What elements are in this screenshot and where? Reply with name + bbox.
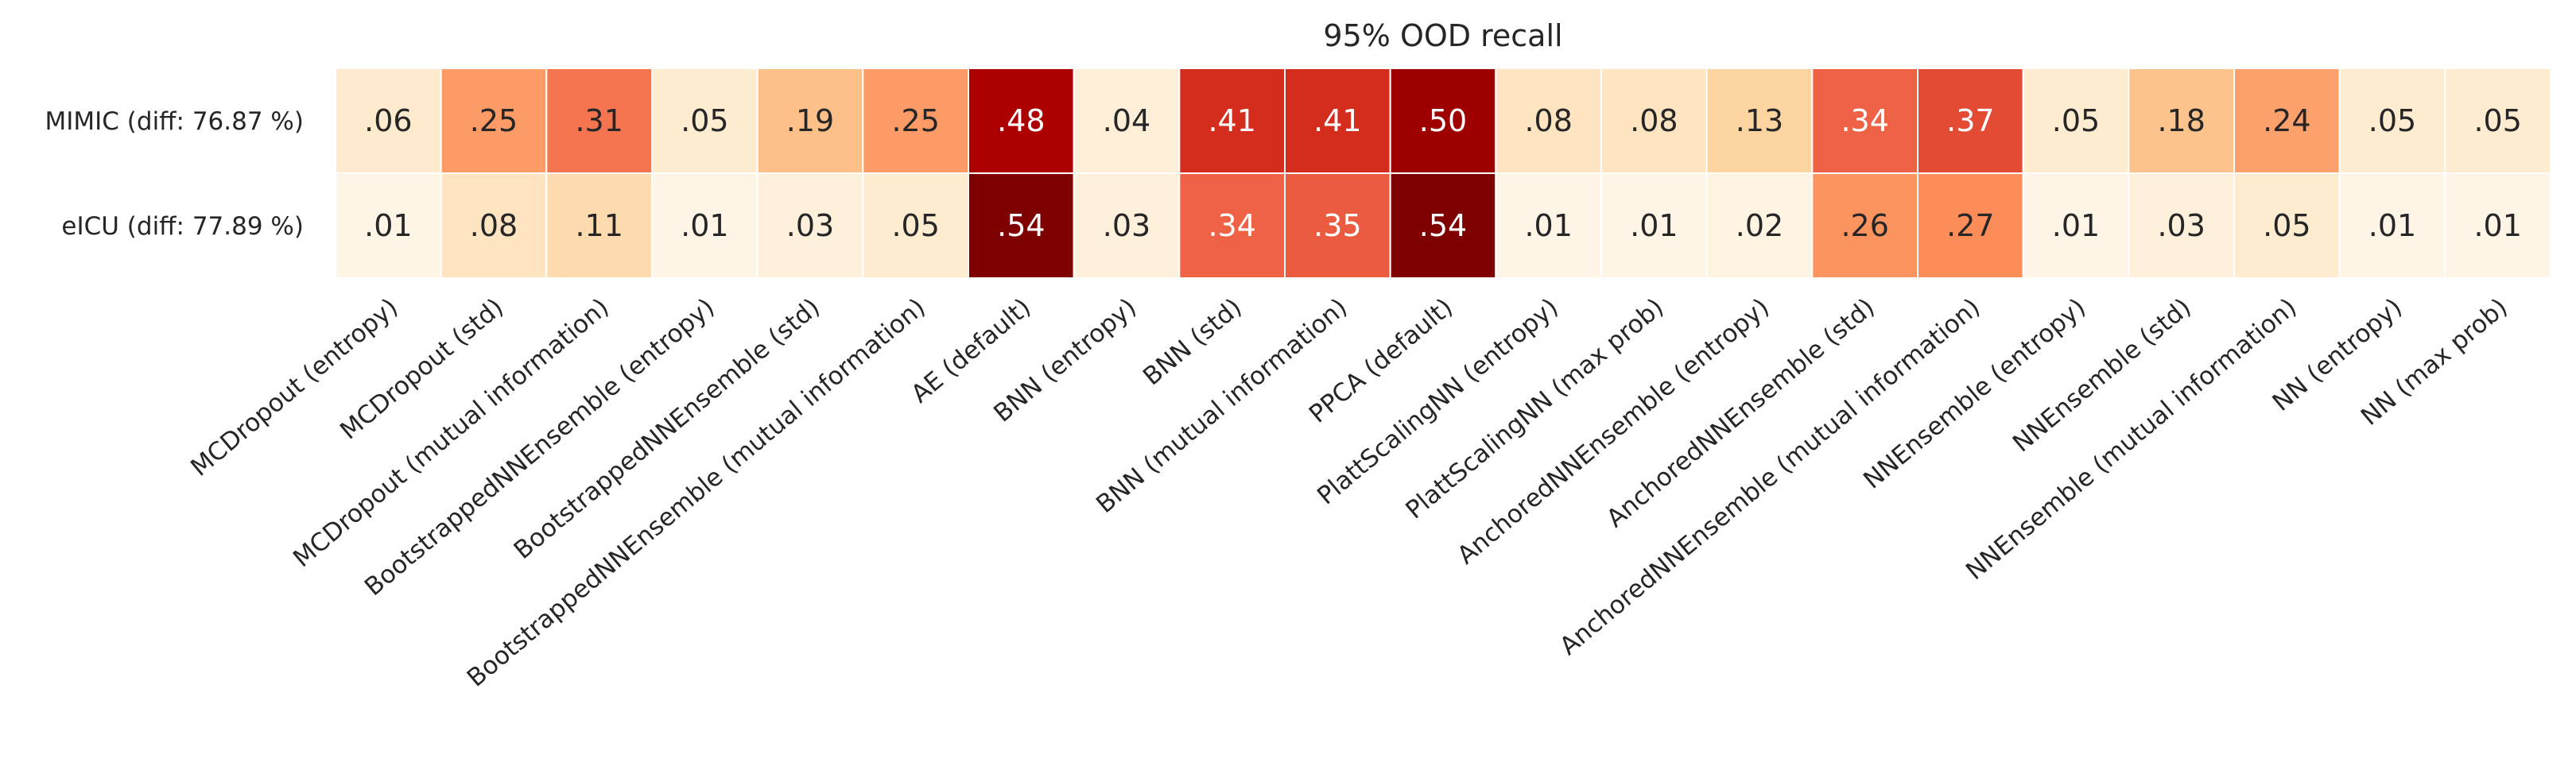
cell-value-label: .18 [2157, 103, 2205, 138]
heatmap-cell [862, 172, 970, 279]
cell-value-label: .34 [1208, 208, 1255, 243]
heatmap-cell [1917, 172, 2024, 279]
cell-value-label: .08 [1630, 103, 1678, 138]
heatmap-cell [335, 68, 442, 174]
heatmap-cell [862, 68, 970, 174]
cell-value-label: .34 [1841, 103, 1888, 138]
heatmap-cell [2022, 68, 2130, 174]
cell-value-label: .41 [1208, 103, 1255, 138]
heatmap-cell [1073, 68, 1181, 174]
cell-value-label: .54 [997, 208, 1045, 243]
cell-value-label: .01 [2368, 208, 2416, 243]
cell-value-label: .25 [891, 103, 939, 138]
cell-value-label: .11 [575, 208, 623, 243]
cell-value-label: .05 [2052, 103, 2100, 138]
heatmap-cell [1600, 172, 1708, 279]
heatmap-cells: .06 .25 .31 .05 .19 .25 .48 .04 .41 .41 .50 .08 .08.… [335, 68, 2551, 279]
cell-value-label: .54 [1419, 208, 1467, 243]
cell-value-label: .01 [1630, 208, 1678, 243]
cell-value-label: .37 [1946, 103, 1994, 138]
cell-value-label: .06 [364, 103, 412, 138]
chart-title: 95% OOD recall [1323, 18, 1562, 53]
column-labels: MCDropout (entropy)MCDropout (std)MCDrop… [185, 293, 2513, 693]
cell-value-label: .27 [1946, 208, 1994, 243]
heatmap-cell [1811, 172, 1918, 279]
heatmap-cell [1495, 68, 1603, 174]
cell-value-label: .01 [364, 208, 412, 243]
cell-value-label: .41 [1313, 103, 1361, 138]
cell-value-label: .08 [470, 208, 518, 243]
heatmap-cell [1284, 68, 1391, 174]
heatmap-cell [651, 68, 758, 174]
heatmap-cell [2128, 172, 2235, 279]
cell-value-label: .04 [1103, 103, 1150, 138]
cell-value-label: .08 [1524, 103, 1572, 138]
cell-value-label: .01 [2052, 208, 2100, 243]
column-label: MCDropout (entropy) [185, 293, 403, 482]
cell-value-label: .35 [1313, 208, 1361, 243]
heatmap-cell [2444, 68, 2551, 174]
column-label: BNN (std) [1138, 293, 1247, 392]
cell-value-label: .01 [2473, 208, 2521, 243]
heatmap-cell [2128, 68, 2235, 174]
cell-value-label: .24 [2263, 103, 2310, 138]
heatmap-cell [2022, 172, 2130, 279]
cell-value-label: .03 [2157, 208, 2205, 243]
cell-value-label: .01 [1524, 208, 1572, 243]
cell-value-label: .05 [2473, 103, 2521, 138]
cell-value-label: .01 [681, 208, 728, 243]
heatmap-cell [335, 172, 442, 279]
cell-value-label: .31 [575, 103, 623, 138]
cell-value-label: .50 [1419, 103, 1467, 138]
heatmap-cell [2233, 172, 2341, 279]
cell-value-label: .05 [2263, 208, 2310, 243]
heatmap-cell [440, 68, 548, 174]
cell-value-label: .05 [891, 208, 939, 243]
cell-value-label: .05 [681, 103, 728, 138]
cell-value-label: .03 [786, 208, 834, 243]
cell-value-label: .13 [1736, 103, 1783, 138]
heatmap-cell [968, 172, 1075, 279]
heatmap-cell [2444, 172, 2551, 279]
heatmap-cell [651, 172, 758, 279]
cell-value-label: .25 [470, 103, 518, 138]
heatmap-cell [1917, 68, 2024, 174]
row-label: eICU (diff: 77.89 %) [61, 212, 304, 241]
heatmap-cell [2233, 68, 2341, 174]
cell-value-label: .03 [1103, 208, 1150, 243]
heatmap-cell [440, 172, 548, 279]
heatmap-cell [1705, 172, 1814, 279]
column-label: NNEnsemble (std) [2008, 293, 2197, 458]
cell-value-label: .26 [1841, 208, 1888, 243]
heatmap-cell [545, 68, 653, 174]
heatmap-cell [2338, 172, 2446, 279]
row-labels: MIMIC (diff: 76.87 %) eICU (diff: 77.89 %… [45, 107, 304, 241]
cell-value-label: .02 [1736, 208, 1783, 243]
cell-value-label: .19 [786, 103, 834, 138]
cell-value-label: .48 [997, 103, 1045, 138]
heatmap-cell [1284, 172, 1391, 279]
heatmap-cell [2338, 68, 2446, 174]
heatmap-cell [1705, 68, 1814, 174]
heatmap-cell [1073, 172, 1181, 279]
row-label: MIMIC (diff: 76.87 %) [45, 107, 304, 136]
cell-value-label: .05 [2368, 103, 2416, 138]
